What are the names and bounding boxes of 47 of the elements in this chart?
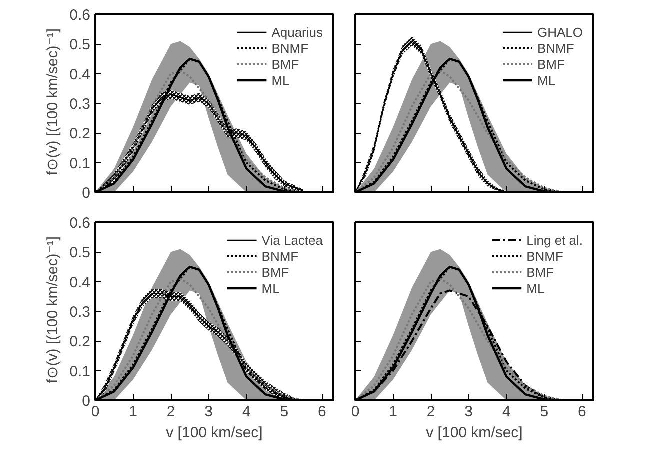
y-axis-title: f⊙(v) [(100 km/sec)⁻¹] (44, 236, 62, 384)
x-tick-label: 3 (464, 404, 474, 420)
x-axis-title: v [100 km/sec] (166, 424, 263, 442)
legend-label: Via Lactea (262, 232, 323, 248)
y-tick-label: 0.1 (70, 363, 91, 380)
y-tick-label: 0 (82, 393, 90, 410)
x-axis-title: v [100 km/sec] (426, 424, 523, 442)
legend-label: ML (272, 72, 291, 88)
y-tick-label: 0 (82, 185, 90, 202)
legend-label: GHALO (537, 24, 583, 40)
x-tick-label: 2 (426, 404, 436, 420)
y-axis-title: f⊙(v) [(100 km/sec)⁻¹] (44, 28, 62, 176)
y-tick-label: 0.4 (70, 274, 91, 292)
legend-label: BMF (272, 56, 300, 72)
legend-label: ML (537, 72, 557, 88)
y-tick-label: 0.3 (70, 304, 91, 321)
y-tick-label: 0.5 (70, 244, 91, 262)
x-tick-label: 6 (578, 404, 586, 420)
legend-label: ML (526, 280, 546, 296)
x-tick-label: 4 (502, 404, 511, 420)
legend-label: BNMF (272, 40, 309, 56)
legend-label: Aquarius (272, 24, 323, 40)
legend-label: BNMF (526, 248, 564, 264)
y-tick-label: 0.6 (70, 7, 91, 24)
x-tick-label: 3 (204, 404, 214, 420)
x-tick-label: 5 (280, 404, 289, 420)
y-tick-label: 0.2 (70, 126, 91, 143)
legend-label: BMF (537, 56, 565, 72)
y-tick-label: 0.1 (70, 155, 91, 172)
y-tick-label: 0.4 (70, 66, 91, 84)
x-tick-label: 2 (166, 404, 176, 420)
legend-label: BMF (526, 264, 554, 280)
y-tick-label: 0.2 (70, 334, 91, 351)
legend-label: Ling et al. (526, 232, 583, 248)
legend-label: BNMF (262, 248, 299, 264)
x-tick-label: 0 (351, 404, 360, 420)
legend-label: ML (262, 280, 281, 296)
y-tick-label: 0.3 (70, 96, 91, 113)
y-tick-label: 0.5 (70, 36, 91, 54)
x-tick-label: 4 (242, 404, 251, 420)
legend-label: BMF (262, 264, 290, 280)
x-tick-label: 6 (318, 404, 326, 420)
legend-label: BNMF (537, 40, 574, 56)
x-tick-label: 5 (540, 404, 549, 420)
x-tick-label: 1 (389, 404, 398, 420)
x-tick-label: 1 (129, 404, 138, 420)
y-tick-label: 0.6 (70, 215, 91, 232)
